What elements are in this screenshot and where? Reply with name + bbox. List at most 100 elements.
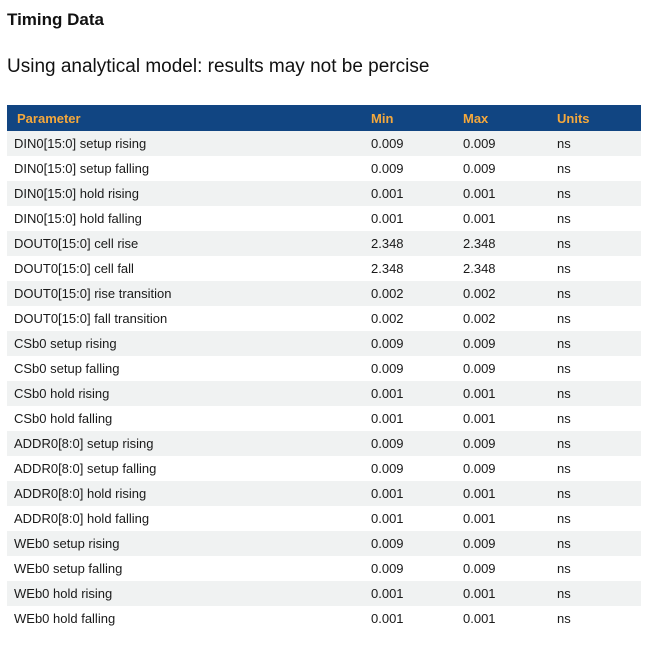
cell-parameter: CSb0 setup falling: [14, 361, 120, 376]
cell-units: ns: [557, 586, 571, 601]
column-header-min: Min: [371, 110, 394, 126]
cell-max: 0.009: [463, 436, 496, 451]
table-row: DOUT0[15:0] fall transition 0.002 0.002 …: [7, 306, 641, 331]
cell-min: 0.001: [371, 186, 404, 201]
cell-units: ns: [557, 361, 571, 376]
cell-min: 0.001: [371, 386, 404, 401]
cell-parameter: CSb0 hold falling: [14, 411, 113, 426]
cell-max: 0.001: [463, 186, 496, 201]
cell-units: ns: [557, 186, 571, 201]
cell-units: ns: [557, 311, 571, 326]
table-row: ADDR0[8:0] hold rising 0.001 0.001 ns: [7, 481, 641, 506]
cell-min: 0.009: [371, 436, 404, 451]
cell-min: 0.009: [371, 136, 404, 151]
cell-units: ns: [557, 261, 571, 276]
cell-parameter: DIN0[15:0] hold rising: [14, 186, 140, 201]
column-header-parameter: Parameter: [17, 110, 81, 126]
table-row: WEb0 setup falling 0.009 0.009 ns: [7, 556, 641, 581]
cell-parameter: WEb0 setup rising: [14, 536, 120, 551]
cell-min: 0.002: [371, 311, 404, 326]
cell-max: 0.009: [463, 561, 496, 576]
cell-units: ns: [557, 536, 571, 551]
cell-units: ns: [557, 386, 571, 401]
table-row: CSb0 setup rising 0.009 0.009 ns: [7, 331, 641, 356]
cell-max: 0.001: [463, 611, 496, 626]
table-row: ADDR0[8:0] setup rising 0.009 0.009 ns: [7, 431, 641, 456]
cell-units: ns: [557, 436, 571, 451]
cell-parameter: ADDR0[8:0] setup rising: [14, 436, 154, 451]
cell-min: 0.001: [371, 611, 404, 626]
cell-units: ns: [557, 211, 571, 226]
cell-parameter: CSb0 hold rising: [14, 386, 110, 401]
cell-units: ns: [557, 611, 571, 626]
cell-min: 0.001: [371, 586, 404, 601]
cell-units: ns: [557, 486, 571, 501]
cell-max: 0.009: [463, 536, 496, 551]
cell-min: 0.009: [371, 561, 404, 576]
cell-min: 0.009: [371, 536, 404, 551]
table-row: DIN0[15:0] hold falling 0.001 0.001 ns: [7, 206, 641, 231]
cell-max: 0.009: [463, 161, 496, 176]
cell-units: ns: [557, 561, 571, 576]
cell-units: ns: [557, 136, 571, 151]
cell-max: 0.009: [463, 361, 496, 376]
table-row: ADDR0[8:0] hold falling 0.001 0.001 ns: [7, 506, 641, 531]
table-row: DIN0[15:0] setup falling 0.009 0.009 ns: [7, 156, 641, 181]
column-header-max: Max: [463, 110, 489, 126]
cell-max: 0.001: [463, 486, 496, 501]
cell-units: ns: [557, 461, 571, 476]
table-row: DOUT0[15:0] cell fall 2.348 2.348 ns: [7, 256, 641, 281]
column-header-units: Units: [557, 110, 590, 126]
cell-max: 0.009: [463, 136, 496, 151]
cell-parameter: DOUT0[15:0] cell rise: [14, 236, 139, 251]
table-row: DIN0[15:0] hold rising 0.001 0.001 ns: [7, 181, 641, 206]
cell-parameter: DOUT0[15:0] rise transition: [14, 286, 172, 301]
cell-max: 2.348: [463, 261, 496, 276]
cell-min: 0.002: [371, 286, 404, 301]
table-row: DIN0[15:0] setup rising 0.009 0.009 ns: [7, 131, 641, 156]
cell-min: 0.009: [371, 336, 404, 351]
cell-parameter: DOUT0[15:0] fall transition: [14, 311, 168, 326]
cell-min: 0.009: [371, 461, 404, 476]
page-subtitle: Using analytical model: results may not …: [7, 56, 430, 77]
cell-max: 0.009: [463, 336, 496, 351]
cell-parameter: WEb0 setup falling: [14, 561, 123, 576]
table-row: WEb0 hold rising 0.001 0.001 ns: [7, 581, 641, 606]
cell-parameter: WEb0 hold falling: [14, 611, 116, 626]
table-row: CSb0 hold falling 0.001 0.001 ns: [7, 406, 641, 431]
cell-parameter: ADDR0[8:0] hold falling: [14, 511, 150, 526]
cell-parameter: ADDR0[8:0] setup falling: [14, 461, 157, 476]
cell-units: ns: [557, 236, 571, 251]
cell-units: ns: [557, 511, 571, 526]
cell-units: ns: [557, 411, 571, 426]
cell-max: 0.001: [463, 411, 496, 426]
cell-min: 0.009: [371, 361, 404, 376]
cell-max: 2.348: [463, 236, 496, 251]
page-title: Timing Data: [7, 10, 104, 29]
cell-min: 0.009: [371, 161, 404, 176]
cell-min: 0.001: [371, 511, 404, 526]
cell-min: 0.001: [371, 211, 404, 226]
table-row: WEb0 hold falling 0.001 0.001 ns: [7, 606, 641, 631]
table-row: CSb0 hold rising 0.001 0.001 ns: [7, 381, 641, 406]
cell-max: 0.002: [463, 311, 496, 326]
table-row: DOUT0[15:0] cell rise 2.348 2.348 ns: [7, 231, 641, 256]
table-body: DIN0[15:0] setup rising 0.009 0.009 ns D…: [7, 131, 641, 631]
cell-max: 0.001: [463, 386, 496, 401]
table-row: DOUT0[15:0] rise transition 0.002 0.002 …: [7, 281, 641, 306]
cell-units: ns: [557, 161, 571, 176]
table-row: WEb0 setup rising 0.009 0.009 ns: [7, 531, 641, 556]
cell-parameter: DIN0[15:0] hold falling: [14, 211, 142, 226]
cell-units: ns: [557, 286, 571, 301]
table-header-row: Parameter Min Max Units: [7, 105, 641, 131]
cell-min: 2.348: [371, 236, 404, 251]
cell-parameter: DIN0[15:0] setup rising: [14, 136, 147, 151]
cell-max: 0.001: [463, 586, 496, 601]
cell-min: 0.001: [371, 486, 404, 501]
cell-parameter: CSb0 setup rising: [14, 336, 117, 351]
cell-parameter: WEb0 hold rising: [14, 586, 113, 601]
timing-data-table: Parameter Min Max Units DIN0[15:0] setup…: [7, 105, 641, 631]
cell-max: 0.001: [463, 211, 496, 226]
cell-min: 2.348: [371, 261, 404, 276]
